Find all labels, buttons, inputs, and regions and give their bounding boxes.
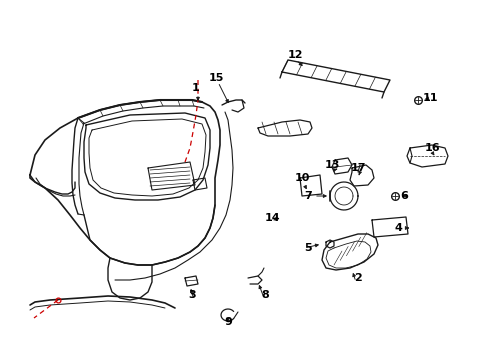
Text: 12: 12 <box>286 50 302 60</box>
Text: 8: 8 <box>261 290 268 300</box>
Text: 5: 5 <box>304 243 311 253</box>
Text: 14: 14 <box>264 213 279 223</box>
Text: 17: 17 <box>349 163 365 173</box>
Text: 6: 6 <box>399 191 407 201</box>
Text: 2: 2 <box>353 273 361 283</box>
Text: 13: 13 <box>324 160 339 170</box>
Text: 16: 16 <box>423 143 439 153</box>
Text: 11: 11 <box>421 93 437 103</box>
Text: 4: 4 <box>393 223 401 233</box>
Text: 7: 7 <box>304 191 311 201</box>
Text: 15: 15 <box>208 73 223 83</box>
Text: 3: 3 <box>188 290 195 300</box>
Text: 9: 9 <box>224 317 231 327</box>
Text: 10: 10 <box>294 173 309 183</box>
Text: 1: 1 <box>192 83 200 93</box>
